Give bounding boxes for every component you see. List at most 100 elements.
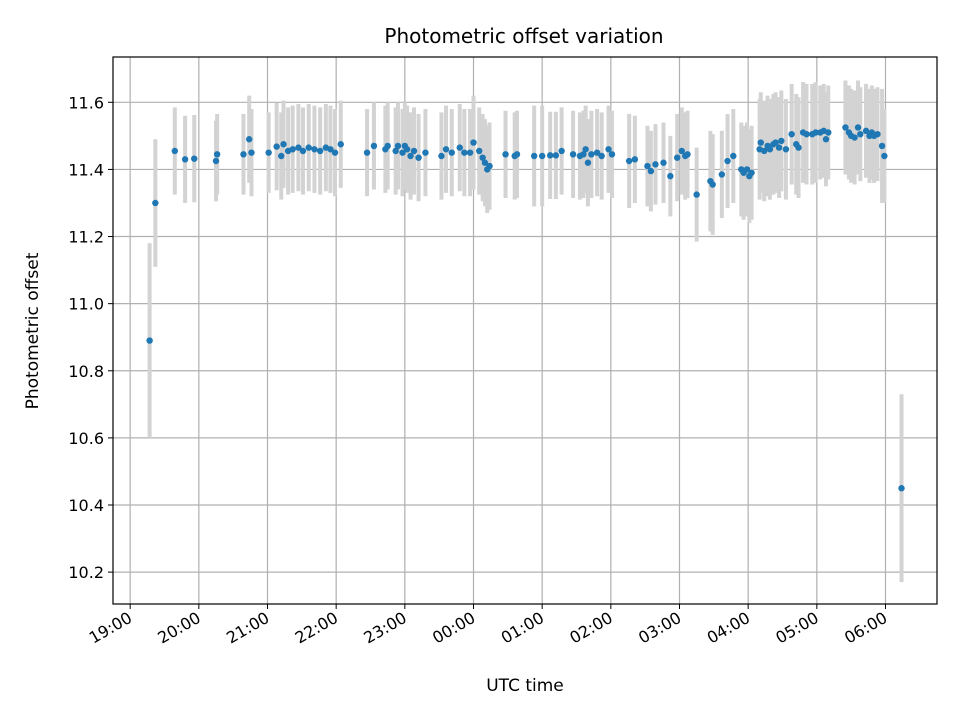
data-point bbox=[513, 151, 521, 158]
data-point bbox=[631, 156, 639, 163]
data-point bbox=[403, 146, 411, 153]
data-point bbox=[240, 151, 247, 158]
data-point bbox=[775, 144, 783, 151]
data-point bbox=[191, 155, 198, 162]
data-point bbox=[415, 154, 422, 161]
data-point bbox=[152, 199, 159, 207]
data-point bbox=[766, 146, 774, 153]
x-axis-label: UTC time bbox=[486, 676, 564, 696]
data-point bbox=[456, 144, 463, 151]
data-point bbox=[724, 157, 731, 165]
data-point bbox=[778, 137, 785, 145]
data-point bbox=[295, 144, 302, 151]
data-point bbox=[384, 142, 391, 150]
data-point bbox=[795, 144, 802, 151]
data-point bbox=[647, 167, 655, 175]
data-point bbox=[461, 149, 468, 156]
data-point bbox=[881, 152, 888, 160]
data-point bbox=[803, 130, 810, 138]
data-point bbox=[280, 141, 287, 148]
data-point bbox=[213, 151, 221, 158]
data-point bbox=[851, 134, 858, 141]
data-point bbox=[760, 147, 768, 155]
data-point bbox=[825, 129, 832, 136]
data-point bbox=[392, 147, 399, 155]
data-point bbox=[625, 157, 633, 165]
data-point bbox=[171, 147, 178, 155]
data-point bbox=[331, 149, 339, 156]
data-point bbox=[410, 147, 418, 155]
data-point bbox=[305, 144, 312, 151]
y-tick-label: 10.4 bbox=[68, 496, 104, 515]
data-point bbox=[667, 172, 674, 180]
data-point bbox=[337, 141, 344, 148]
data-point bbox=[782, 146, 790, 153]
data-point bbox=[757, 139, 764, 146]
data-point bbox=[370, 142, 378, 150]
data-point bbox=[552, 152, 560, 159]
data-point bbox=[407, 152, 414, 160]
data-point bbox=[608, 151, 616, 158]
data-point bbox=[476, 147, 483, 155]
data-point bbox=[582, 146, 589, 153]
data-point bbox=[311, 146, 318, 153]
data-point bbox=[502, 151, 509, 158]
y-tick-label: 10.6 bbox=[68, 429, 104, 448]
data-point bbox=[709, 181, 716, 188]
y-tick-label: 11.2 bbox=[68, 228, 104, 247]
data-point bbox=[644, 162, 651, 170]
data-point bbox=[299, 147, 307, 155]
data-point bbox=[479, 154, 486, 161]
data-point bbox=[854, 124, 862, 131]
data-points bbox=[146, 124, 905, 492]
data-point bbox=[486, 162, 493, 170]
data-point bbox=[678, 147, 685, 155]
data-point bbox=[878, 142, 886, 150]
data-point bbox=[289, 146, 296, 153]
data-point bbox=[569, 151, 577, 158]
data-point bbox=[245, 136, 253, 143]
data-point bbox=[822, 136, 830, 143]
y-tick-label: 11.4 bbox=[68, 160, 104, 179]
data-point bbox=[438, 152, 445, 160]
data-point bbox=[674, 154, 681, 161]
data-point bbox=[605, 146, 612, 153]
data-point bbox=[399, 149, 406, 156]
data-point bbox=[363, 149, 371, 156]
data-point bbox=[181, 156, 189, 163]
data-point bbox=[874, 130, 881, 138]
data-point bbox=[593, 149, 601, 156]
data-point bbox=[394, 142, 402, 150]
data-point bbox=[857, 130, 864, 138]
data-point bbox=[442, 146, 450, 153]
data-point bbox=[588, 151, 595, 158]
data-point bbox=[598, 152, 605, 160]
data-point bbox=[660, 159, 667, 166]
y-axis-label: Photometric offset bbox=[23, 252, 43, 409]
data-point bbox=[558, 147, 565, 155]
y-axis-ticks: 10.2 10.4 10.6 10.8 11.0 11.2 11.4 11.6 bbox=[68, 93, 113, 582]
data-point bbox=[788, 130, 795, 138]
data-point bbox=[212, 157, 220, 165]
data-point bbox=[743, 166, 751, 173]
data-point bbox=[422, 149, 429, 156]
data-point bbox=[481, 159, 489, 166]
data-point bbox=[812, 129, 819, 136]
data-point bbox=[748, 169, 755, 176]
y-tick-label: 11.0 bbox=[68, 295, 104, 314]
chart-title: Photometric offset variation bbox=[384, 24, 663, 48]
data-point bbox=[448, 149, 455, 156]
data-point bbox=[693, 191, 700, 198]
data-point bbox=[652, 161, 659, 168]
data-point bbox=[470, 139, 477, 146]
data-point bbox=[278, 152, 285, 160]
data-point bbox=[248, 149, 255, 156]
data-point bbox=[580, 151, 587, 158]
data-point bbox=[538, 152, 546, 160]
data-point bbox=[146, 337, 153, 344]
data-point bbox=[842, 124, 849, 131]
data-point bbox=[862, 127, 870, 135]
data-point bbox=[730, 152, 737, 160]
y-tick-label: 10.8 bbox=[68, 362, 104, 381]
